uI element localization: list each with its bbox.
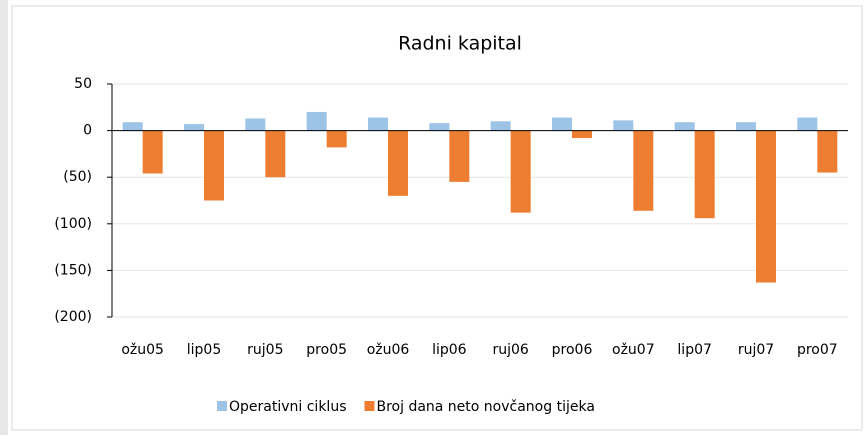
y-tick-label: (100) <box>54 216 92 232</box>
x-tick-label: ruj07 <box>738 342 774 358</box>
bar <box>797 117 818 131</box>
bar <box>613 120 634 131</box>
window-edge <box>0 0 8 435</box>
x-tick-label: ožu06 <box>367 342 410 358</box>
bar <box>736 122 756 131</box>
y-tick-label: 0 <box>83 123 92 139</box>
x-tick-label: ruj05 <box>247 342 283 358</box>
bar <box>694 130 715 219</box>
legend-label: Broj dana neto novčanog tijeka <box>376 399 594 415</box>
bar <box>245 118 266 131</box>
y-tick-label: (50) <box>63 169 92 185</box>
x-tick-label: ožu07 <box>612 342 655 358</box>
bar <box>572 130 592 139</box>
x-tick-label: pro06 <box>552 342 593 358</box>
bar <box>184 124 204 131</box>
bar <box>142 130 163 174</box>
legend-swatch <box>217 401 227 411</box>
y-tick-label: 50 <box>74 76 92 92</box>
bar <box>326 130 347 148</box>
bar <box>265 130 286 178</box>
bar <box>388 130 408 196</box>
y-tick-label: (200) <box>54 309 92 325</box>
chart-title: Radni kapital <box>398 33 522 55</box>
chart-frame <box>11 5 863 431</box>
bar <box>674 122 695 131</box>
x-tick-label: ožu05 <box>121 342 164 358</box>
x-tick-label: lip07 <box>677 342 711 358</box>
bar <box>122 122 143 131</box>
bar <box>490 121 511 131</box>
bar <box>756 130 776 283</box>
x-tick-label: lip06 <box>432 342 467 358</box>
x-tick-label: lip05 <box>187 342 221 358</box>
legend-label: Operativni ciklus <box>229 399 346 415</box>
bar <box>449 130 470 182</box>
bar <box>510 130 531 213</box>
x-tick-label: pro05 <box>306 342 347 358</box>
y-tick-label: (150) <box>54 262 92 278</box>
bar <box>817 130 838 173</box>
bar <box>633 130 654 211</box>
bar <box>306 111 327 131</box>
bar <box>204 130 224 201</box>
bar <box>429 123 450 131</box>
bar <box>368 117 388 131</box>
x-tick-label: pro07 <box>797 342 838 358</box>
x-tick-label: ruj06 <box>492 342 528 358</box>
legend-swatch <box>364 401 375 411</box>
bar <box>552 117 572 131</box>
